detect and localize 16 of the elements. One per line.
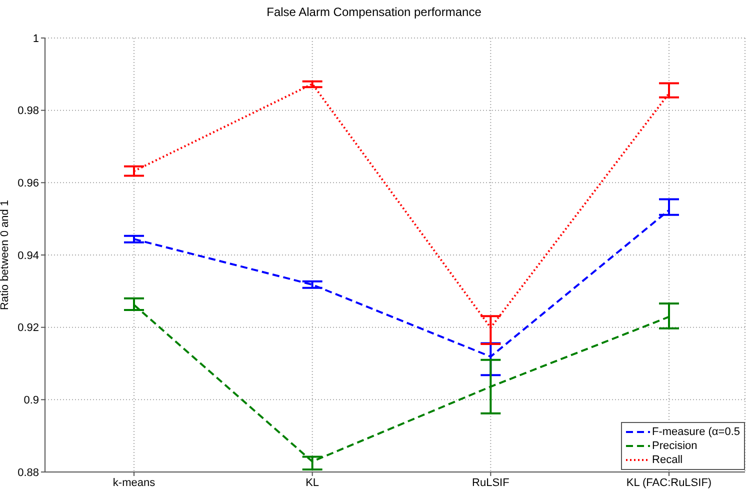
- legend-label: F-measure (α=0.5: [652, 426, 740, 438]
- legend-label: Recall: [652, 454, 683, 466]
- chart-title: False Alarm Compensation performance: [266, 5, 482, 19]
- y-tick-label: 0.98: [18, 105, 39, 118]
- y-axis-title: Ratio between 0 and 1: [0, 200, 11, 310]
- legend-label: Precision: [652, 440, 698, 452]
- x-tick-label: RuLSIF: [472, 476, 510, 489]
- y-tick-label: 0.88: [18, 466, 39, 479]
- x-tick-label: KL (FAC:RuLSIF): [626, 476, 712, 489]
- y-tick-label: 1: [32, 32, 39, 45]
- x-tick-label: KL: [306, 476, 320, 489]
- y-tick-label: 0.9: [24, 394, 39, 407]
- y-tick-label: 0.92: [18, 322, 39, 334]
- x-tick-label: k-means: [112, 476, 156, 489]
- y-tick-label: 0.96: [18, 178, 39, 190]
- y-tick-label: 0.94: [18, 250, 39, 262]
